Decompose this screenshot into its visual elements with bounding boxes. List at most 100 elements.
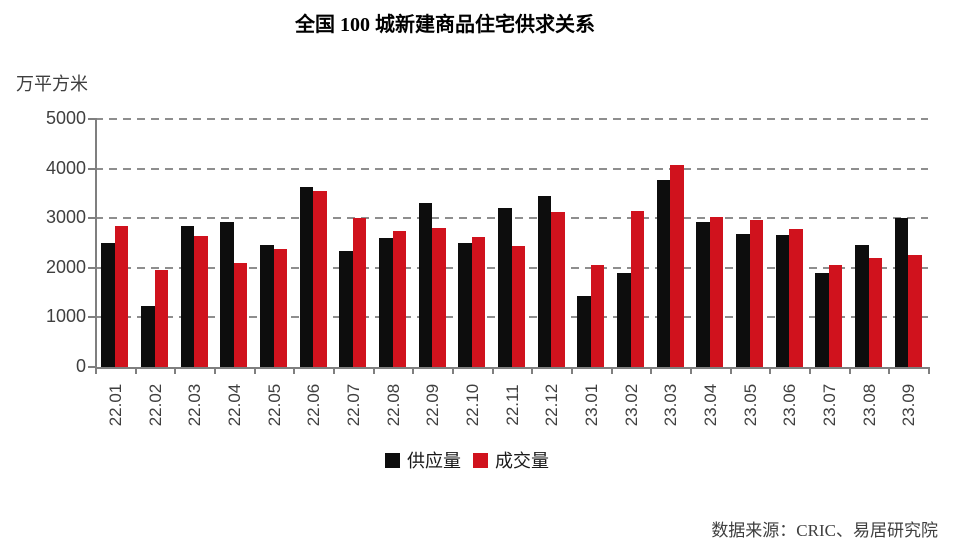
x-tick-label-23.07: 23.07 <box>819 383 839 427</box>
y-axis-tick-0 <box>88 366 95 368</box>
bar-transaction-22.04 <box>233 262 248 367</box>
bar-transaction-23.03 <box>670 165 684 367</box>
x-tick-label-22.12: 22.12 <box>542 383 562 427</box>
bar-transaction-22.10 <box>471 237 486 367</box>
gridline-3000 <box>95 217 928 220</box>
x-axis-tick-17 <box>769 369 772 374</box>
bar-transaction-22.02 <box>154 270 168 367</box>
x-axis-tick-18 <box>809 369 811 374</box>
bar-transaction-22.12 <box>551 211 565 367</box>
bar-supply-23.03 <box>656 180 671 367</box>
x-axis-tick-3 <box>214 369 216 374</box>
x-tick-label-23.08: 23.08 <box>859 383 879 427</box>
x-tick-label-23.06: 23.06 <box>780 383 800 427</box>
x-tick-label-22.10: 22.10 <box>462 383 482 427</box>
bar-transaction-23.04 <box>709 216 724 367</box>
bar-transaction-22.01 <box>114 226 129 367</box>
y-axis-tick-2000 <box>88 266 95 269</box>
bar-supply-22.05 <box>260 244 274 367</box>
x-tick-label-22.07: 22.07 <box>343 383 363 427</box>
bar-supply-22.01 <box>101 243 115 367</box>
x-axis-tick-11 <box>531 369 534 374</box>
x-axis-tick-7 <box>372 369 375 374</box>
y-axis-unit-label: 万平方米 <box>16 74 88 94</box>
x-axis-tick-6 <box>333 369 335 374</box>
bar-transaction-23.02 <box>630 210 644 367</box>
bar-transaction-22.08 <box>392 231 406 367</box>
x-axis-tick-9 <box>452 369 454 374</box>
y-tick-label-0: 0 <box>75 356 86 376</box>
x-axis-tick-21 <box>928 369 930 374</box>
bar-supply-22.06 <box>299 187 314 367</box>
bar-supply-23.07 <box>815 273 829 367</box>
bar-transaction-22.11 <box>511 245 525 367</box>
bar-transaction-22.06 <box>313 190 327 367</box>
x-axis-tick-2 <box>174 369 177 374</box>
x-axis-tick-1 <box>134 369 137 374</box>
bar-transaction-22.05 <box>273 249 287 367</box>
x-axis-tick-19 <box>848 369 851 374</box>
bar-transaction-22.07 <box>352 218 367 367</box>
x-axis-tick-10 <box>491 369 494 374</box>
x-tick-label-23.09: 23.09 <box>899 383 919 427</box>
x-tick-label-22.08: 22.08 <box>383 383 403 427</box>
bar-supply-22.09 <box>418 203 433 367</box>
x-tick-label-22.02: 22.02 <box>145 383 165 427</box>
x-tick-label-22.05: 22.05 <box>264 383 284 427</box>
y-axis-line <box>95 118 97 368</box>
bar-supply-22.11 <box>498 208 512 367</box>
data-source-note: 数据来源：CRIC、易居研究院 <box>711 521 938 540</box>
y-tick-label-5000: 5000 <box>45 108 86 128</box>
x-tick-label-23.05: 23.05 <box>740 383 760 427</box>
x-axis-tick-12 <box>571 369 573 374</box>
gridline-4000 <box>95 167 928 170</box>
x-tick-label-22.03: 22.03 <box>185 383 205 427</box>
bar-supply-22.03 <box>180 225 195 367</box>
bar-supply-22.02 <box>141 306 155 367</box>
x-tick-label-22.11: 22.11 <box>502 384 522 426</box>
legend: 供应量 成交量 <box>0 447 934 473</box>
x-tick-label-22.09: 22.09 <box>423 383 443 427</box>
x-axis-tick-5 <box>293 369 296 374</box>
y-tick-label-4000: 4000 <box>45 157 86 178</box>
bar-supply-23.05 <box>736 234 750 367</box>
bar-transaction-22.09 <box>432 228 446 367</box>
x-tick-label-23.04: 23.04 <box>700 383 720 427</box>
bar-supply-23.04 <box>696 221 710 367</box>
x-tick-label-22.04: 22.04 <box>224 383 244 427</box>
bar-transaction-23.05 <box>749 219 763 367</box>
legend-label-transaction: 成交量 <box>495 451 549 471</box>
x-axis-tick-8 <box>412 369 415 374</box>
bar-supply-22.08 <box>379 238 393 367</box>
y-axis-tick-3000 <box>88 217 95 220</box>
y-axis-tick-1000 <box>88 316 95 319</box>
x-axis-tick-20 <box>888 369 891 374</box>
x-axis-tick-0 <box>95 369 97 374</box>
legend-item-supply: 供应量 <box>385 447 461 473</box>
x-tick-label-22.06: 22.06 <box>304 383 324 427</box>
bar-supply-22.10 <box>458 243 472 367</box>
bar-supply-23.02 <box>617 273 631 367</box>
y-axis-tick-5000 <box>88 118 95 120</box>
gridline-5000 <box>95 118 928 120</box>
x-tick-label-23.02: 23.02 <box>621 383 641 427</box>
x-tick-label-23.01: 23.01 <box>581 383 601 427</box>
bar-supply-23.06 <box>775 234 790 367</box>
y-tick-label-1000: 1000 <box>45 306 86 327</box>
bar-transaction-22.03 <box>194 235 208 367</box>
bar-transaction-23.01 <box>590 265 605 367</box>
bar-supply-22.07 <box>339 251 353 367</box>
bar-supply-23.09 <box>894 218 909 367</box>
bar-supply-23.01 <box>577 295 591 367</box>
x-axis-tick-15 <box>690 369 692 374</box>
y-tick-label-3000: 3000 <box>45 207 86 228</box>
legend-label-supply: 供应量 <box>407 451 461 471</box>
bar-transaction-23.06 <box>789 229 803 367</box>
x-tick-label-22.01: 22.01 <box>105 383 125 427</box>
x-axis-tick-4 <box>253 369 256 374</box>
x-axis-tick-14 <box>650 369 653 374</box>
x-axis-tick-13 <box>610 369 613 374</box>
bar-supply-23.08 <box>855 245 869 367</box>
y-axis-tick-4000 <box>88 167 95 170</box>
